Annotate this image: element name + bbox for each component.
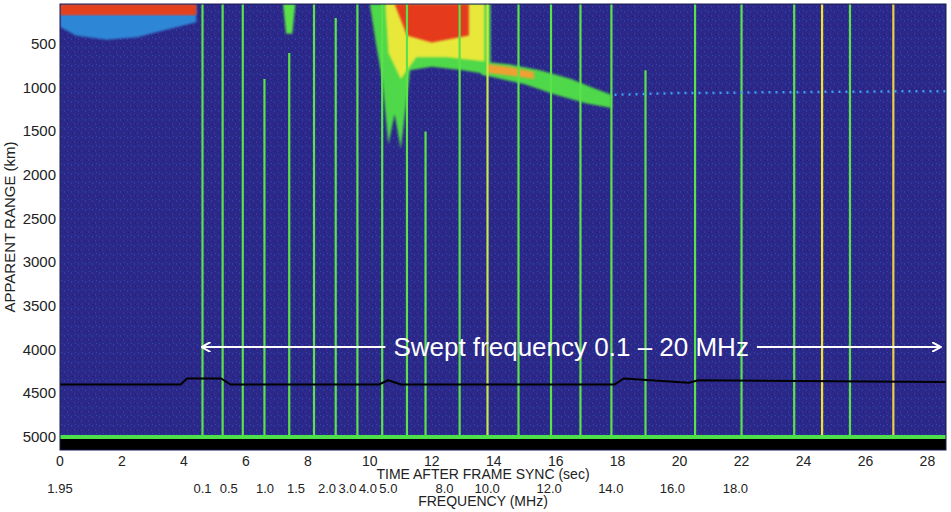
interference-line <box>424 131 426 450</box>
interference-line <box>849 4 851 450</box>
x-tick-label: 28 <box>920 453 936 469</box>
interference-line <box>610 4 612 450</box>
interference-line <box>644 70 646 450</box>
interference-line <box>356 4 358 450</box>
annotation-text: Swept frequency 0.1 – 20 MHz <box>393 332 749 362</box>
x2-tick-label: 2.0 <box>318 481 336 496</box>
x-axis-title: TIME AFTER FRAME SYNC (sec) <box>376 466 589 482</box>
x2-tick-label: 16.0 <box>660 481 685 496</box>
y-tick-label: 4000 <box>23 341 56 358</box>
y-axis-title: APPARENT RANGE (km) <box>1 141 18 312</box>
baseline-trace <box>60 378 946 384</box>
y-tick-label: 3000 <box>23 253 56 270</box>
x2-tick-label: 0.5 <box>220 481 238 496</box>
interference-line <box>694 4 696 450</box>
echo-region <box>283 4 295 34</box>
annotation-arrow-left <box>203 346 386 348</box>
echo-region <box>385 4 484 79</box>
interference-line <box>263 79 265 450</box>
x2-tick-label: 0.1 <box>193 481 211 496</box>
plot-frame <box>60 4 946 450</box>
interference-line <box>793 4 795 450</box>
x-tick-label: 20 <box>672 453 688 469</box>
x-tick-label: 22 <box>734 453 750 469</box>
y-tick-label: 2000 <box>23 166 56 183</box>
echo-region <box>370 4 491 149</box>
interference-line <box>313 4 315 450</box>
interference-line <box>579 4 581 450</box>
bottom-line <box>60 435 946 439</box>
x-tick-label: 6 <box>242 453 250 469</box>
interference-line <box>517 4 519 450</box>
x2-tick-label: 3.0 <box>338 481 356 496</box>
y-tick-label: 1500 <box>23 122 56 139</box>
echo-region <box>60 4 196 40</box>
x-tick-label: 2 <box>118 453 126 469</box>
x-tick-label: 26 <box>858 453 874 469</box>
interference-line <box>486 4 488 450</box>
x-tick-label: 8 <box>304 453 312 469</box>
plot-background <box>60 4 946 450</box>
interference-line <box>892 4 894 450</box>
x-tick-label: 10 <box>362 453 378 469</box>
x2-axis-title: FREQUENCY (MHz) <box>418 493 548 509</box>
interference-line <box>459 4 461 450</box>
x2-tick-label: 14.0 <box>598 481 623 496</box>
y-tick-label: 5000 <box>23 428 56 445</box>
x-tick-label: 24 <box>796 453 812 469</box>
interference-line <box>550 4 552 450</box>
bottom-band <box>60 437 946 450</box>
weak-trace <box>615 91 947 95</box>
chart: 500 1000 1500 2000 2500 3000 3500 4000 4500 5000 A… <box>0 0 951 512</box>
interference-line <box>288 53 290 450</box>
annotation-arrow-right <box>757 346 940 348</box>
y-tick-label: 4500 <box>23 384 56 401</box>
interference-line <box>222 4 224 450</box>
interference-line <box>740 4 742 450</box>
interference-line <box>406 4 408 450</box>
interference-line <box>821 4 823 450</box>
y-tick-label: 500 <box>31 35 56 52</box>
interference-line <box>242 4 244 450</box>
echo-region <box>60 4 196 15</box>
echo-region <box>488 64 535 79</box>
x2-tick-label: 4.0 <box>359 481 377 496</box>
x2-tick-label: 1.0 <box>256 481 274 496</box>
x2-tick-label: 5.0 <box>379 481 397 496</box>
x-tick-label: 18 <box>610 453 626 469</box>
x2-tick-label: 1.95 <box>47 481 72 496</box>
y-tick-label: 1000 <box>23 79 56 96</box>
x-tick-label: 0 <box>56 453 64 469</box>
x2-tick-label: 1.5 <box>287 481 305 496</box>
interference-line <box>201 4 203 450</box>
x-tick-label: 4 <box>180 453 188 469</box>
x2-tick-label: 18.0 <box>723 481 748 496</box>
echo-region <box>395 4 469 42</box>
y-tick-label: 2500 <box>23 210 56 227</box>
y-tick-label: 3500 <box>23 297 56 314</box>
plot-marks <box>60 4 946 450</box>
echo-region <box>481 62 611 108</box>
